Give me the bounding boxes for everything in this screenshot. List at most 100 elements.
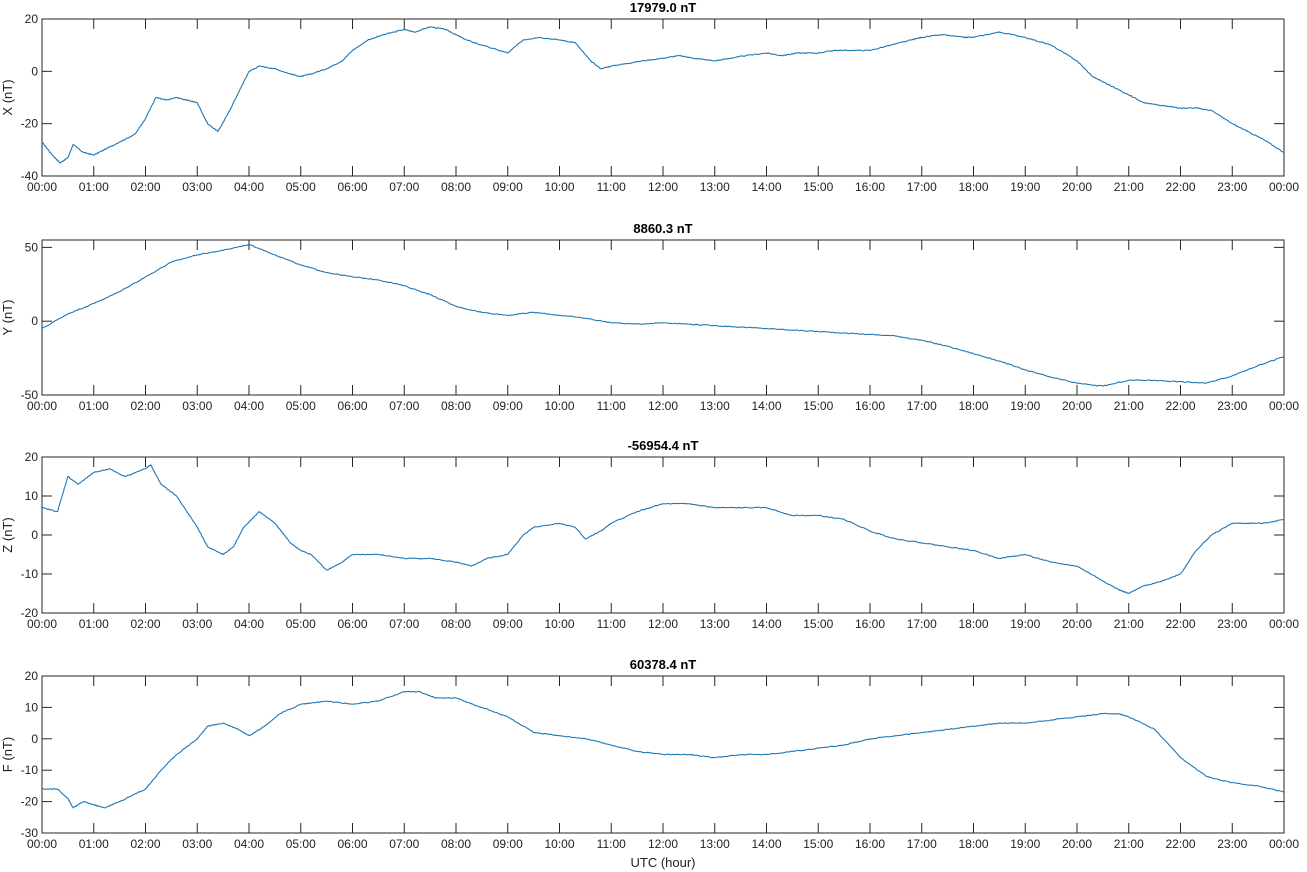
y-xtick-label: 00:00 (1269, 399, 1299, 413)
z-xtick-label: 11:00 (597, 617, 626, 631)
z-ytick-label: 10 (25, 489, 39, 503)
x-xtick-label: 05:00 (286, 180, 316, 194)
x-xtick-label: 12:00 (648, 180, 678, 194)
f-xtick-label: 23:00 (1217, 837, 1247, 851)
z-xtick-label: 19:00 (1010, 617, 1040, 631)
x-axes-frame (41, 18, 1285, 177)
x-ytick-label: -40 (21, 169, 39, 183)
x-xtick-label: 23:00 (1217, 180, 1247, 194)
z-ytick-label: -10 (21, 567, 39, 581)
y-xtick-label: 17:00 (907, 399, 937, 413)
x-panel: 00:00 01:00 02:00 03:00 04:00 05:00 06:00 07:00… (0, 0, 1299, 194)
z-xtick-label: 14:00 (751, 617, 781, 631)
y-xtick-label: 12:00 (648, 399, 678, 413)
y-xtick-label: 00:00 (27, 399, 57, 413)
y-xtick-label: 13:00 (700, 399, 730, 413)
x-xtick-label: 04:00 (234, 180, 264, 194)
f-xtick-label: 14:00 (751, 837, 781, 851)
f-xtick-label: 19:00 (1010, 837, 1040, 851)
z-xtick-label: 01:00 (79, 617, 109, 631)
z-series-line (42, 464, 1284, 595)
f-xtick-label: 11:00 (597, 837, 626, 851)
z-xtick-label: 13:00 (700, 617, 730, 631)
z-xtick-label: 03:00 (182, 617, 212, 631)
y-xtick-label: 14:00 (751, 399, 781, 413)
y-xtick-label: 03:00 (182, 399, 212, 413)
x-xtick-label: 20:00 (1062, 180, 1092, 194)
f-ytick-label: 10 (25, 700, 39, 714)
y-xtick-label: 01:00 (79, 399, 109, 413)
z-xtick-label: 06:00 (337, 617, 367, 631)
f-ytick-label: -10 (21, 763, 39, 777)
f-xtick-label: 07:00 (389, 837, 419, 851)
x-xtick-label: 09:00 (493, 180, 523, 194)
x-xtick-label: 17:00 (907, 180, 937, 194)
x-xtick-label: 22:00 (1165, 180, 1195, 194)
y-xtick-label: 16:00 (855, 399, 885, 413)
y-xtick-label: 10:00 (544, 399, 574, 413)
y-xtick-label: 22:00 (1165, 399, 1195, 413)
z-ytick-label: 0 (31, 528, 38, 542)
x-xtick-label: 00:00 (27, 180, 57, 194)
f-xtick-label: 03:00 (182, 837, 212, 851)
f-panel-title: 60378.4 nT (630, 657, 697, 672)
z-xtick-label: 17:00 (907, 617, 937, 631)
z-xtick-label: 00:00 (27, 617, 57, 631)
x-xtick-label: 01:00 (79, 180, 109, 194)
f-xtick-label: 21:00 (1114, 837, 1144, 851)
z-xtick-label: 00:00 (1269, 617, 1299, 631)
x-xtick-label: 16:00 (855, 180, 885, 194)
f-xtick-label: 00:00 (27, 837, 57, 851)
f-ytick-label: -20 (21, 795, 39, 809)
f-xtick-label: 10:00 (544, 837, 574, 851)
x-ylabel: X (nT) (0, 79, 15, 115)
f-xtick-label: 06:00 (337, 837, 367, 851)
y-xtick-label: 08:00 (441, 399, 471, 413)
f-xtick-label: 01:00 (79, 837, 109, 851)
z-xtick-label: 05:00 (286, 617, 316, 631)
y-xtick-label: 11:00 (597, 399, 626, 413)
x-xtick-label: 13:00 (700, 180, 730, 194)
x-xtick-label: 11:00 (597, 180, 626, 194)
y-xtick-label: 15:00 (803, 399, 833, 413)
f-xtick-label: 18:00 (958, 837, 988, 851)
z-ylabel: Z (nT) (0, 517, 15, 552)
y-xtick-label: 09:00 (493, 399, 523, 413)
z-xtick-label: 15:00 (803, 617, 833, 631)
z-xtick-label: 07:00 (389, 617, 419, 631)
x-xtick-label: 06:00 (337, 180, 367, 194)
x-panel-title: 17979.0 nT (630, 0, 697, 15)
y-xtick-label: 06:00 (337, 399, 367, 413)
x-xtick-label: 03:00 (182, 180, 212, 194)
z-xtick-label: 21:00 (1114, 617, 1144, 631)
x-xtick-label: 14:00 (751, 180, 781, 194)
f-xtick-label: 16:00 (855, 837, 885, 851)
x-xtick-label: 08:00 (441, 180, 471, 194)
z-xtick-label: 18:00 (958, 617, 988, 631)
z-xtick-label: 09:00 (493, 617, 523, 631)
f-ytick-label: -30 (21, 826, 39, 840)
f-xtick-label: 13:00 (700, 837, 730, 851)
z-xtick-label: 04:00 (234, 617, 264, 631)
f-xtick-label: 08:00 (441, 837, 471, 851)
f-xtick-label: 00:00 (1269, 837, 1299, 851)
x-xtick-label: 15:00 (803, 180, 833, 194)
y-xtick-label: 04:00 (234, 399, 264, 413)
f-xtick-label: 09:00 (493, 837, 523, 851)
z-panel: 00:00 01:00 02:00 03:00 04:00 05:00 06:00 07:00… (0, 438, 1299, 631)
f-xtick-label: 12:00 (648, 837, 678, 851)
y-ytick-label: 50 (25, 240, 39, 254)
z-xtick-label: 10:00 (544, 617, 574, 631)
y-ytick-label: -50 (21, 388, 39, 402)
f-xtick-label: 15:00 (803, 837, 833, 851)
f-xtick-label: 22:00 (1165, 837, 1195, 851)
y-xtick-label: 02:00 (130, 399, 160, 413)
y-ylabel: Y (nT) (0, 300, 15, 336)
z-xtick-label: 12:00 (648, 617, 678, 631)
f-xtick-label: 20:00 (1062, 837, 1092, 851)
z-xtick-label: 16:00 (855, 617, 885, 631)
y-axes-frame (41, 239, 1285, 396)
f-xlabel: UTC (hour) (630, 855, 695, 870)
y-xtick-label: 23:00 (1217, 399, 1247, 413)
